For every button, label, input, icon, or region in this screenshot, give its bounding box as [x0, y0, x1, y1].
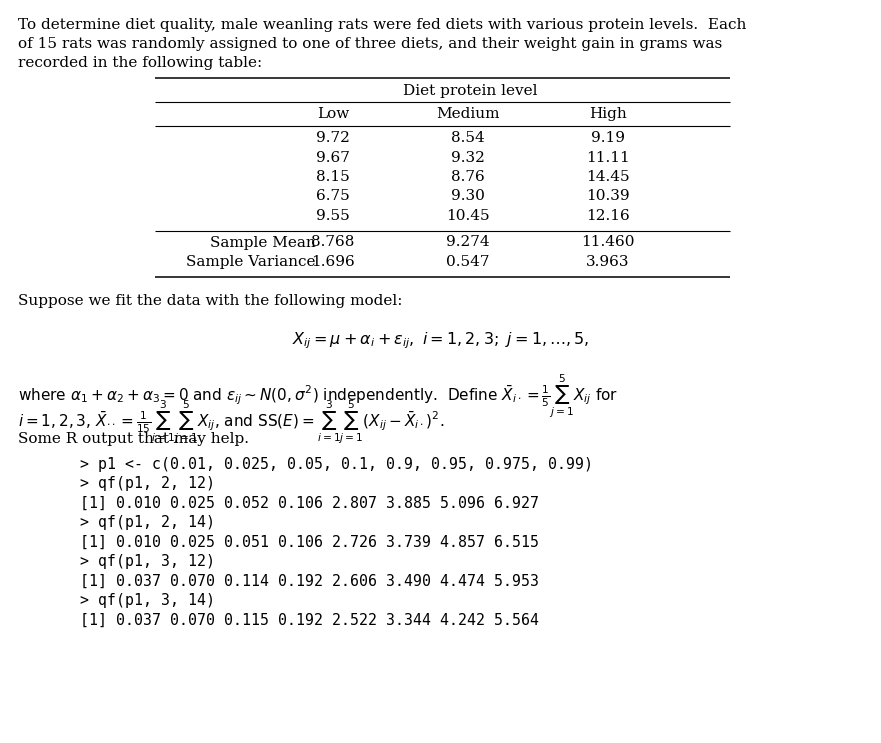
Text: 11.460: 11.460 [581, 236, 634, 250]
Text: > p1 <- c(0.01, 0.025, 0.05, 0.1, 0.9, 0.95, 0.975, 0.99): > p1 <- c(0.01, 0.025, 0.05, 0.1, 0.9, 0… [80, 456, 593, 472]
Text: Sample Variance: Sample Variance [187, 255, 316, 269]
Text: 9.67: 9.67 [316, 151, 350, 164]
Text: > qf(p1, 3, 12): > qf(p1, 3, 12) [80, 554, 215, 569]
Text: [1] 0.037 0.070 0.115 0.192 2.522 3.344 4.242 5.564: [1] 0.037 0.070 0.115 0.192 2.522 3.344 … [80, 612, 539, 628]
Text: recorded in the following table:: recorded in the following table: [18, 56, 263, 70]
Text: 8.15: 8.15 [316, 170, 350, 184]
Text: of 15 rats was randomly assigned to one of three diets, and their weight gain in: of 15 rats was randomly assigned to one … [18, 37, 722, 51]
Text: Medium: Medium [436, 107, 500, 121]
Text: Some R output that may help.: Some R output that may help. [18, 432, 249, 447]
Text: To determine diet quality, male weanling rats were fed diets with various protei: To determine diet quality, male weanling… [18, 18, 746, 32]
Text: $i = 1, 2, 3$, $\bar{X}_{\cdot\cdot} = \frac{1}{15}\sum_{i=1}^{3}\sum_{j=1}^{5} : $i = 1, 2, 3$, $\bar{X}_{\cdot\cdot} = \… [18, 398, 444, 446]
Text: 11.11: 11.11 [586, 151, 630, 164]
Text: 9.19: 9.19 [591, 131, 625, 145]
Text: Diet protein level: Diet protein level [403, 84, 537, 98]
Text: 1.696: 1.696 [311, 255, 355, 269]
Text: 10.39: 10.39 [586, 189, 630, 204]
Text: > qf(p1, 2, 14): > qf(p1, 2, 14) [80, 515, 215, 530]
Text: High: High [589, 107, 627, 121]
Text: $X_{ij} = \mu + \alpha_i + \varepsilon_{ij},\ i = 1, 2, 3;\ j = 1, \ldots, 5,$: $X_{ij} = \mu + \alpha_i + \varepsilon_{… [292, 331, 589, 351]
Text: 8.76: 8.76 [451, 170, 485, 184]
Text: 9.55: 9.55 [316, 209, 350, 223]
Text: [1] 0.037 0.070 0.114 0.192 2.606 3.490 4.474 5.953: [1] 0.037 0.070 0.114 0.192 2.606 3.490 … [80, 574, 539, 588]
Text: 6.75: 6.75 [316, 189, 350, 204]
Text: 0.547: 0.547 [447, 255, 490, 269]
Text: 3.963: 3.963 [586, 255, 630, 269]
Text: 8.768: 8.768 [311, 236, 355, 250]
Text: 9.30: 9.30 [451, 189, 485, 204]
Text: 9.72: 9.72 [316, 131, 350, 145]
Text: 9.32: 9.32 [451, 151, 485, 164]
Text: 10.45: 10.45 [446, 209, 490, 223]
Text: Low: Low [317, 107, 349, 121]
Text: 12.16: 12.16 [586, 209, 630, 223]
Text: > qf(p1, 2, 12): > qf(p1, 2, 12) [80, 476, 215, 491]
Text: where $\alpha_1 + \alpha_2 + \alpha_3 = 0$ and $\varepsilon_{ij} \sim N(0, \sigm: where $\alpha_1 + \alpha_2 + \alpha_3 = … [18, 372, 618, 420]
Text: > qf(p1, 3, 14): > qf(p1, 3, 14) [80, 593, 215, 608]
Text: Suppose we fit the data with the following model:: Suppose we fit the data with the followi… [18, 294, 403, 308]
Text: 8.54: 8.54 [451, 131, 485, 145]
Text: Sample Mean: Sample Mean [211, 236, 316, 250]
Text: [1] 0.010 0.025 0.052 0.106 2.807 3.885 5.096 6.927: [1] 0.010 0.025 0.052 0.106 2.807 3.885 … [80, 496, 539, 510]
Text: 14.45: 14.45 [586, 170, 630, 184]
Text: [1] 0.010 0.025 0.051 0.106 2.726 3.739 4.857 6.515: [1] 0.010 0.025 0.051 0.106 2.726 3.739 … [80, 534, 539, 550]
Text: 9.274: 9.274 [446, 236, 490, 250]
